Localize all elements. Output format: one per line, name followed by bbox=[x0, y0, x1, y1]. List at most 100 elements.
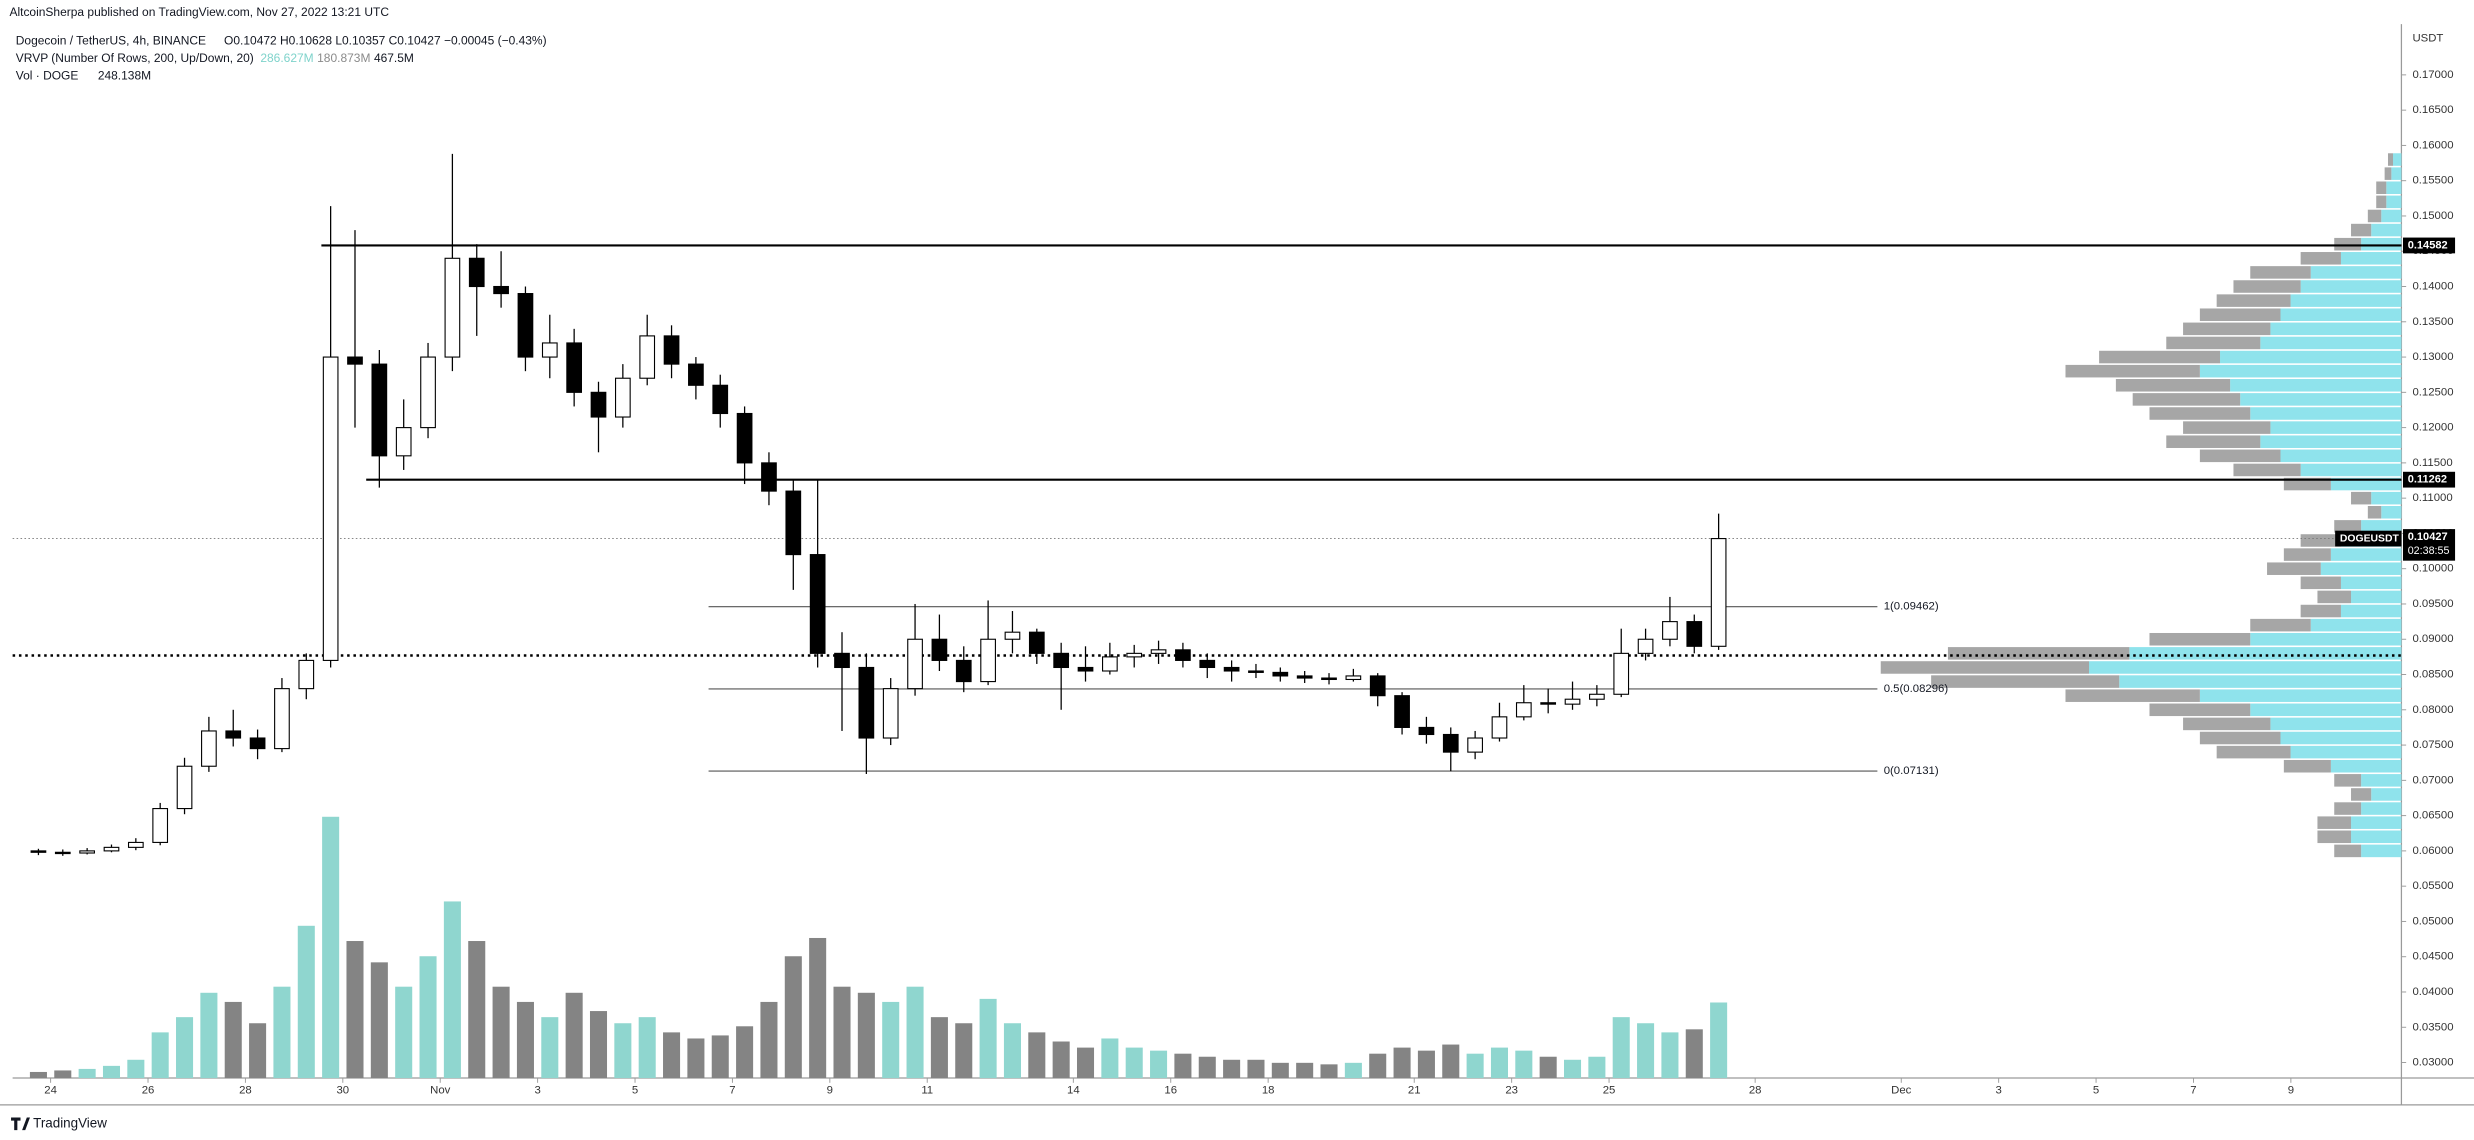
x-tick-label: 18 bbox=[1262, 1085, 1275, 1097]
footer-brand: TradingView bbox=[33, 1115, 107, 1130]
candle-body bbox=[541, 342, 558, 358]
level-price-box bbox=[2402, 471, 2456, 488]
volume-bar bbox=[29, 1071, 47, 1079]
volume-bar bbox=[1710, 1002, 1728, 1079]
volume-bar bbox=[1490, 1047, 1508, 1079]
candle-body bbox=[127, 841, 144, 848]
price-unit: USDT bbox=[2412, 32, 2443, 44]
profile-up bbox=[2290, 745, 2402, 759]
profile-down bbox=[2149, 632, 2251, 646]
profile-up bbox=[2320, 562, 2402, 575]
volume-bar bbox=[760, 1001, 778, 1079]
volume-bar bbox=[249, 1023, 267, 1079]
volume-bar bbox=[614, 1023, 632, 1079]
profile-up bbox=[2386, 195, 2402, 209]
profile-down bbox=[2166, 336, 2261, 350]
candle-body bbox=[980, 638, 996, 683]
candle-body bbox=[1613, 652, 1630, 695]
y-tick-label: 0.11500 bbox=[2412, 457, 2452, 469]
y-tick-label: 0.07500 bbox=[2412, 739, 2453, 751]
candle-body bbox=[931, 638, 948, 661]
candle-body bbox=[1394, 695, 1410, 728]
volume-bar bbox=[663, 1032, 681, 1079]
volume-title: Vol · DOGE bbox=[16, 68, 79, 82]
volume-bar bbox=[930, 1017, 948, 1079]
profile-down bbox=[2387, 153, 2394, 166]
candle-body bbox=[1369, 675, 1386, 697]
fib-label: 1(0.09462) bbox=[1884, 601, 1939, 613]
profile-down bbox=[2300, 604, 2341, 618]
vrvp-down: 180.873M bbox=[317, 51, 370, 65]
y-tick-label: 0.08500 bbox=[2412, 669, 2453, 681]
level-price-label: 0.11262 bbox=[2408, 474, 2447, 486]
fib-label: 0.5(0.08296) bbox=[1884, 683, 1949, 695]
profile-up bbox=[2340, 604, 2402, 618]
profile-down bbox=[2216, 294, 2291, 307]
profile-down bbox=[2351, 491, 2372, 505]
last-name: DOGEUSDT bbox=[2340, 533, 2400, 544]
profile-up bbox=[2351, 816, 2402, 829]
y-tick-label: 0.04000 bbox=[2412, 986, 2453, 998]
x-tick-label: 28 bbox=[1749, 1085, 1762, 1097]
volume-value: 248.138M bbox=[98, 68, 151, 82]
profile-down bbox=[2376, 181, 2387, 195]
volume-bar bbox=[1247, 1059, 1265, 1079]
y-tick-label: 0.11000 bbox=[2412, 492, 2452, 504]
profile-down bbox=[2065, 364, 2200, 378]
candle-body bbox=[517, 293, 534, 358]
profile-down bbox=[2283, 477, 2331, 491]
profile-down bbox=[2199, 449, 2281, 463]
y-tick-label: 0.14000 bbox=[2412, 281, 2453, 293]
x-tick-label: 9 bbox=[827, 1085, 833, 1097]
profile-up bbox=[2270, 717, 2402, 731]
x-tick-label: 26 bbox=[142, 1085, 155, 1097]
candle-body bbox=[152, 808, 169, 843]
volume-bar bbox=[711, 1035, 729, 1079]
candle-body bbox=[1077, 666, 1094, 672]
volume-bar bbox=[370, 962, 388, 1079]
profile-up bbox=[2220, 350, 2402, 364]
volume-bar bbox=[1369, 1053, 1387, 1079]
profile-up bbox=[2270, 322, 2402, 336]
profile-up bbox=[2361, 520, 2402, 533]
profile-up bbox=[2240, 393, 2402, 406]
profile-down bbox=[2317, 830, 2352, 844]
y-tick-label: 0.10000 bbox=[2412, 563, 2453, 575]
candle-body bbox=[420, 356, 436, 429]
profile-down bbox=[1931, 675, 2120, 688]
x-tick-label: 11 bbox=[921, 1085, 933, 1097]
candle-body bbox=[468, 257, 485, 288]
profile-down bbox=[2376, 195, 2387, 209]
y-tick-label: 0.17000 bbox=[2412, 69, 2453, 81]
x-tick-label: 5 bbox=[632, 1085, 638, 1097]
volume-bar bbox=[1076, 1047, 1095, 1079]
candle-body bbox=[639, 335, 656, 379]
candle-body bbox=[249, 737, 266, 750]
last-name-box bbox=[2335, 530, 2402, 547]
volume-bar bbox=[1174, 1053, 1192, 1079]
y-tick-label: 0.15000 bbox=[2412, 210, 2453, 222]
profile-down bbox=[2334, 520, 2362, 533]
profile-up bbox=[2300, 280, 2402, 293]
profile-down bbox=[2250, 618, 2311, 632]
profile-up bbox=[2361, 802, 2402, 815]
volume-bar bbox=[1612, 1017, 1630, 1079]
profile-up bbox=[2270, 421, 2402, 434]
candle-body bbox=[1053, 652, 1070, 669]
profile-up bbox=[2230, 379, 2402, 392]
candle-body bbox=[614, 377, 631, 418]
profile-up bbox=[2280, 308, 2402, 321]
profile-down bbox=[2233, 463, 2301, 477]
profile-up bbox=[2381, 209, 2402, 223]
volume-bar bbox=[127, 1059, 145, 1079]
volume-bar bbox=[273, 986, 291, 1079]
y-tick-label: 0.06000 bbox=[2412, 845, 2453, 857]
profile-up bbox=[2361, 237, 2402, 251]
x-tick-label: Nov bbox=[430, 1085, 451, 1097]
profile-up bbox=[2250, 703, 2402, 717]
profile-down bbox=[2233, 280, 2301, 293]
volume-bar bbox=[638, 1017, 656, 1079]
volume-bar bbox=[882, 1001, 900, 1079]
candle-body bbox=[347, 356, 363, 365]
